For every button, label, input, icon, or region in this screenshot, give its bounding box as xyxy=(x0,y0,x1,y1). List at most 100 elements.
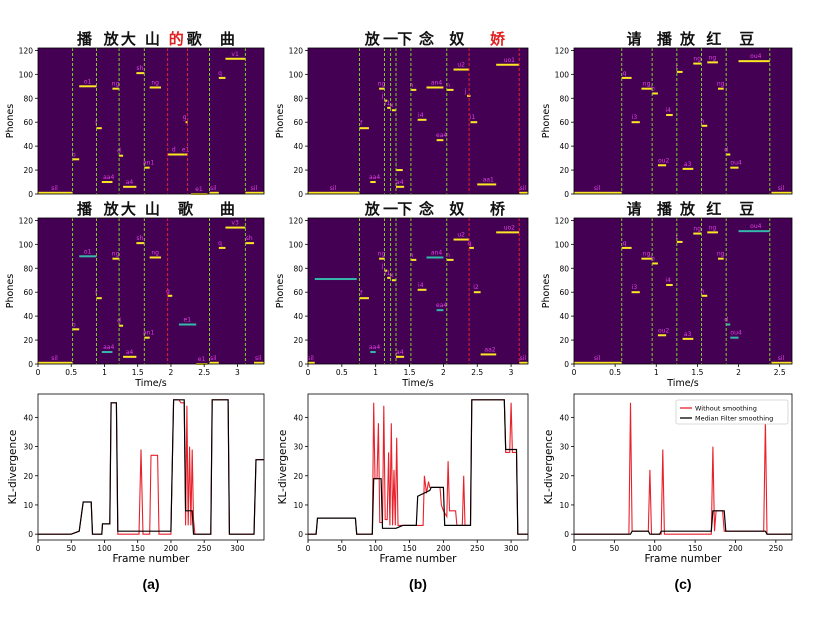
phone-label: sil xyxy=(210,185,217,192)
x-tick-label: 2 xyxy=(441,368,446,377)
plot-frame xyxy=(37,217,265,365)
x-tick-label: 1 xyxy=(654,368,659,377)
heatmap-background xyxy=(308,48,528,194)
syllable-char: 下 xyxy=(397,200,412,218)
y-tick-label: 0 xyxy=(28,530,33,539)
y-tick-label: 0 xyxy=(298,360,303,369)
phone-label: aa1 xyxy=(483,176,494,183)
x-tick-label: 150 xyxy=(688,544,703,553)
phone-bar xyxy=(209,361,219,364)
heatmap-a-bottom: silbo1faa4ngda4shan1ngge1e1silqv3shsil02… xyxy=(5,200,265,389)
y-tick-label: 60 xyxy=(23,288,33,297)
y-tick-label: 120 xyxy=(555,46,570,55)
phone-bar xyxy=(641,257,653,260)
phone-bar xyxy=(682,337,694,340)
x-tick-label: 2.5 xyxy=(471,368,483,377)
phone-label: u2 xyxy=(457,232,465,239)
phone-label: n xyxy=(410,252,414,259)
phone-label: sh xyxy=(246,235,253,242)
syllable-char: 一 xyxy=(383,200,398,218)
legend-box xyxy=(675,399,789,425)
x-tick-label: 200 xyxy=(728,544,743,553)
phone-label: ng xyxy=(709,54,717,61)
y-tick-label: 10 xyxy=(23,501,33,510)
x-tick-label: 3 xyxy=(235,368,240,377)
heatmap-background xyxy=(308,218,528,364)
phone-bar xyxy=(254,361,264,364)
syllable-char: 桥 xyxy=(490,200,506,218)
phone-label: i1 xyxy=(385,100,391,107)
x-tick-label: 50 xyxy=(610,544,620,553)
syllable-char: 念 xyxy=(418,200,434,218)
phone-bar xyxy=(410,88,417,91)
phone-bar xyxy=(666,114,673,117)
phone-label: a4 xyxy=(396,179,404,186)
x-tick-label: 50 xyxy=(66,544,76,553)
phone-label: uo1 xyxy=(504,57,515,64)
phone-bar xyxy=(701,294,708,297)
syllable-char: 播 xyxy=(77,200,93,218)
y-tick-label: 60 xyxy=(293,288,303,297)
phone-bar xyxy=(730,166,739,169)
y-tick-label: 0 xyxy=(564,360,569,369)
y-tick-label: 20 xyxy=(293,472,303,481)
phone-bar xyxy=(79,255,97,258)
syllable-char: 豆 xyxy=(739,200,754,218)
plot-frame xyxy=(37,47,265,195)
x-tick-label: 1.5 xyxy=(132,368,144,377)
phone-label: ng xyxy=(693,56,701,63)
phone-bar xyxy=(574,191,622,194)
kl-chart-b: 0 10 20 30 40 0 50 100 150 200 250 300 Frame number K… xyxy=(277,393,529,592)
phone-label: t xyxy=(676,64,679,71)
phone-bar xyxy=(426,256,444,259)
phone-label: i4 xyxy=(418,282,424,289)
syllable-char: 山 xyxy=(145,200,160,218)
y-tick-label: 80 xyxy=(293,264,303,273)
heatmap-c-top: silqi3ngbou2i4ta3nghngngdou4ou4sil020406… xyxy=(541,30,793,199)
phone-bar xyxy=(676,70,683,73)
phone-bar xyxy=(167,153,185,156)
syllable-char: 念 xyxy=(418,30,434,48)
syllable-char: 曲 xyxy=(220,200,235,218)
x-tick-label: 150 xyxy=(131,544,146,553)
phone-label: sil xyxy=(520,355,527,362)
y-tick-label: 0 xyxy=(28,190,33,199)
y-tick-label: 0 xyxy=(564,190,569,199)
phone-label: ng xyxy=(378,81,386,88)
phone-label: n xyxy=(446,252,450,259)
syllable-char: 放 xyxy=(103,30,120,48)
syllable-char: 播 xyxy=(657,200,673,218)
syllable-char: 娇 xyxy=(490,30,506,48)
phone-bar xyxy=(470,121,478,124)
phone-label: sil xyxy=(51,355,58,362)
y-tick-label: 100 xyxy=(289,70,304,79)
phone-bar xyxy=(136,72,145,75)
x-tick-label: 250 xyxy=(197,544,212,553)
phone-label: sh xyxy=(136,235,143,242)
x-tick-label: 1 xyxy=(373,368,378,377)
heatmap-b-bottom: silfaa4ngji1xa4ni4an4ea4nu2qi2aa2uo2sil0… xyxy=(275,200,529,389)
phone-bar xyxy=(771,361,792,364)
y-tick-label: 60 xyxy=(23,118,33,127)
phone-label: u2 xyxy=(457,62,465,69)
heatmap-a-top: silbo1faa4ngda4shan1ngde1ge1silqv1sil020… xyxy=(5,30,265,199)
phone-label: ng xyxy=(151,79,159,86)
phone-label: ng xyxy=(643,81,651,88)
x-tick-label: 0 xyxy=(572,368,577,377)
y-axis-label: Phones xyxy=(541,274,552,308)
phone-label: e1 xyxy=(182,147,190,154)
phone-bar xyxy=(370,181,376,184)
phone-bar xyxy=(410,258,417,261)
phone-bar xyxy=(101,181,113,184)
y-tick-label: 60 xyxy=(293,118,303,127)
phone-label: uo2 xyxy=(504,224,515,231)
x-tick-label: 150 xyxy=(402,544,417,553)
kl-line-smoothed xyxy=(574,510,792,535)
syllable-char: 大 xyxy=(121,200,136,218)
x-tick-label: 250 xyxy=(769,544,784,553)
y-tick-label: 10 xyxy=(293,501,303,510)
phone-bar xyxy=(308,361,315,364)
x-axis-label: Time/s xyxy=(134,378,166,389)
phone-bar xyxy=(738,230,770,233)
syllable-char: 山 xyxy=(145,30,160,48)
